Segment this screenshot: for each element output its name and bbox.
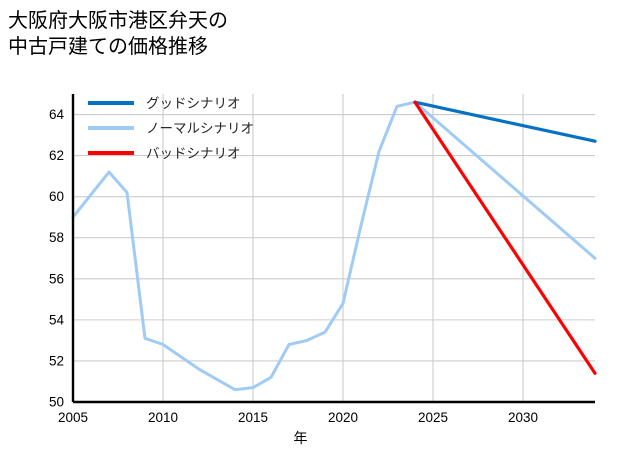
series-line-バッドシナリオ bbox=[413, 100, 597, 375]
x-axis-label: 年 bbox=[293, 430, 308, 446]
legend-label-ノーマルシナリオ: ノーマルシナリオ bbox=[146, 121, 254, 136]
y-tick-50: 50 bbox=[49, 395, 64, 410]
series-lines bbox=[71, 100, 597, 392]
y-tick-58: 58 bbox=[49, 230, 64, 245]
legend-label-グッドシナリオ: グッドシナリオ bbox=[146, 96, 241, 111]
x-tick-2015: 2015 bbox=[238, 410, 268, 425]
x-tick-2030: 2030 bbox=[508, 410, 538, 425]
x-tick-2025: 2025 bbox=[418, 410, 448, 425]
axis-spines bbox=[71, 94, 595, 404]
y-tick-52: 52 bbox=[49, 353, 64, 368]
chart-title: 大阪府大阪市港区弁天の 中古戸建ての価格推移 bbox=[8, 10, 228, 59]
gridlines bbox=[72, 94, 595, 403]
y-tick-60: 60 bbox=[49, 189, 64, 204]
y-tick-labels: 50 52 54 56 58 60 62 64 bbox=[49, 107, 65, 409]
series-line-グッドシナリオ bbox=[413, 100, 597, 143]
y-tick-62: 62 bbox=[49, 148, 64, 163]
legend-label-バッドシナリオ: バッドシナリオ bbox=[146, 146, 241, 161]
y-tick-56: 56 bbox=[49, 271, 64, 286]
x-tick-2010: 2010 bbox=[148, 410, 178, 425]
x-tick-2005: 2005 bbox=[58, 410, 88, 425]
x-tick-labels: 2005 2010 2015 2020 2025 2030 bbox=[58, 410, 538, 425]
x-tick-2020: 2020 bbox=[328, 410, 358, 425]
y-tick-54: 54 bbox=[49, 312, 65, 327]
series-line-ノーマルシナリオ bbox=[71, 100, 597, 392]
y-tick-64: 64 bbox=[49, 107, 65, 122]
